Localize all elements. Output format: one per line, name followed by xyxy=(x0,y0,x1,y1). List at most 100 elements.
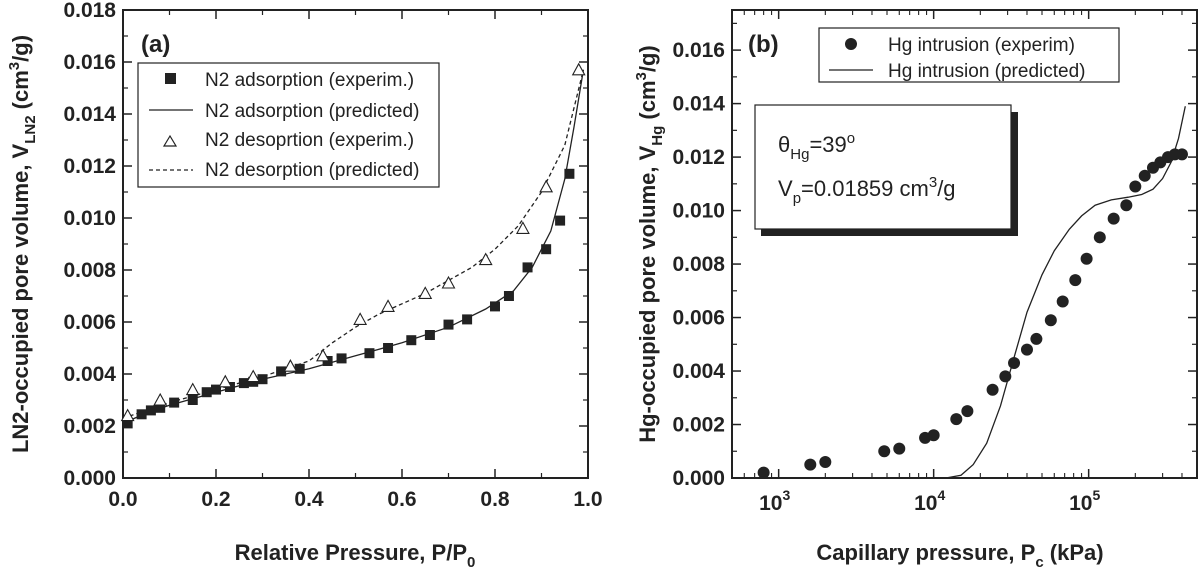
y-tick-label: 0.012 xyxy=(63,155,116,178)
annotation-contact-angle: θHg=39o xyxy=(778,130,855,163)
y-tick-label: 0.006 xyxy=(63,311,116,334)
legend-n2-adsorption-pred: N2 adsorption (predicted) xyxy=(205,101,419,122)
point-desorption-experimental xyxy=(246,369,261,383)
point-adsorption-experimental xyxy=(424,330,435,340)
panel-b-y-ticks: 0.000 0.002 0.004 0.006 0.008 0.010 0.012 0.014… xyxy=(672,22,1197,490)
vp-sub: p xyxy=(793,190,801,207)
panel-b-ylabel-unit-sup: 3 xyxy=(633,72,650,80)
point-hg-experimental xyxy=(878,445,891,458)
point-adsorption-experimental xyxy=(564,168,575,179)
theta-degree: o xyxy=(847,130,855,147)
point-hg-experimental xyxy=(804,458,817,471)
point-adsorption-experimental xyxy=(336,353,347,364)
panel-b-xlabel-post: (kPa) xyxy=(1044,540,1104,565)
point-desorption-experimental xyxy=(441,275,456,289)
x-tick-label: 0.4 xyxy=(294,488,324,511)
point-adsorption-experimental xyxy=(294,363,305,374)
point-hg-experimental xyxy=(1138,169,1151,182)
x-tick-label: 104 xyxy=(914,487,945,515)
legend-n2-adsorption-exp: N2 adsorption (experim.) xyxy=(205,70,414,91)
point-desorption-experimental xyxy=(316,348,330,362)
panel-a-ylabel-unit-sup: 3 xyxy=(6,62,23,70)
x-tick-base: 10 xyxy=(759,492,782,515)
legend-filled-circle-icon xyxy=(845,38,857,50)
y-tick-label: 0.000 xyxy=(63,467,116,490)
panel-a-x-ticks: 0.0 0.2 0.4 0.6 0.8 1.0 xyxy=(108,10,603,511)
vp-value: =0.01859 cm xyxy=(801,176,929,201)
point-adsorption-experimental xyxy=(541,244,552,255)
point-hg-experimental xyxy=(1044,314,1057,327)
panel-a-ylabel-unit-pre: (cm xyxy=(8,70,33,115)
point-adsorption-experimental xyxy=(257,374,268,385)
y-tick-label: 0.012 xyxy=(672,146,725,169)
x-tick-base: 10 xyxy=(914,492,937,515)
point-adsorption-experimental xyxy=(462,314,473,325)
y-tick-label: 0.002 xyxy=(672,414,725,437)
panel-b-xlabel-sub: c xyxy=(1035,554,1043,571)
theta-value: =39 xyxy=(809,132,846,157)
panel-a-y-ticks: 0.000 0.002 0.004 0.006 0.008 0.010 0.012 0.014… xyxy=(63,0,588,490)
point-desorption-experimental xyxy=(353,312,368,325)
x-tick-label: 1.0 xyxy=(573,488,602,511)
point-adsorption-experimental xyxy=(383,343,394,353)
point-hg-experimental xyxy=(1030,332,1043,345)
point-adsorption-experimental xyxy=(364,348,375,359)
x-tick-label: 0.6 xyxy=(387,488,416,511)
x-tick-exponent: 5 xyxy=(1092,487,1100,503)
point-adsorption-experimental xyxy=(145,405,156,416)
theta-symbol: θ xyxy=(778,132,790,157)
legend-hg-intrusion-pred: Hg intrusion (predicted) xyxy=(888,61,1085,82)
point-hg-experimental xyxy=(961,405,974,418)
y-tick-label: 0.000 xyxy=(672,467,725,490)
point-hg-experimental xyxy=(1107,212,1120,225)
point-desorption-experimental xyxy=(478,252,493,266)
y-tick-label: 0.010 xyxy=(672,200,725,223)
legend-n2-desorption-pred: N2 desorption (predicted) xyxy=(205,160,419,181)
panel-b-x-ticks: 103 104 105 xyxy=(731,10,1198,515)
x-tick-label: 0.2 xyxy=(201,488,230,511)
vp-unit: /g xyxy=(937,176,955,201)
panel-b-chart: 0.000 0.002 0.004 0.006 0.008 0.010 0.012 0.014… xyxy=(633,9,1198,571)
panel-b-annotation: θHg=39o Vp=0.01859 cm3/g xyxy=(754,104,1018,236)
y-tick-label: 0.008 xyxy=(672,253,725,276)
y-tick-label: 0.006 xyxy=(672,307,725,330)
panel-b-label: (b) xyxy=(748,31,779,58)
point-hg-experimental xyxy=(1008,357,1021,370)
panel-a-markers xyxy=(120,62,586,429)
panel-b-x-axis-label: Capillary pressure, Pc (kPa) xyxy=(816,540,1103,571)
panel-b-legend-box xyxy=(818,27,1120,83)
y-tick-label: 0.014 xyxy=(63,103,116,126)
point-hg-experimental xyxy=(1056,295,1069,308)
point-desorption-experimental xyxy=(418,286,433,299)
x-tick-label: 0.8 xyxy=(480,488,510,511)
point-hg-experimental xyxy=(986,383,999,396)
panel-b-markers xyxy=(757,148,1188,479)
point-adsorption-experimental xyxy=(201,387,212,398)
point-adsorption-experimental xyxy=(503,291,514,301)
point-desorption-experimental xyxy=(381,299,395,312)
point-adsorption-experimental xyxy=(276,366,287,377)
series-line-hg-predicted xyxy=(945,106,1186,479)
point-hg-experimental xyxy=(1120,199,1133,212)
panel-b-xlabel-main: Capillary pressure, P xyxy=(816,540,1035,565)
theta-sub: Hg xyxy=(790,146,809,163)
point-desorption-experimental xyxy=(218,374,233,388)
point-adsorption-experimental xyxy=(211,384,221,395)
panel-b-ylabel-unit-pre: (cm xyxy=(635,80,660,125)
x-tick-exponent: 4 xyxy=(937,487,945,503)
y-tick-label: 0.002 xyxy=(63,415,116,438)
point-adsorption-experimental xyxy=(155,402,166,413)
point-hg-experimental xyxy=(819,455,832,468)
y-tick-label: 0.008 xyxy=(63,259,116,282)
point-desorption-experimental xyxy=(120,408,135,422)
panel-b-y-axis-label: Hg-occupied pore volume, VHg (cm3/g) xyxy=(633,45,666,443)
panel-b-ylabel-unit-post: /g) xyxy=(635,45,660,72)
y-tick-label: 0.016 xyxy=(63,51,116,74)
point-hg-experimental xyxy=(950,413,963,426)
point-hg-experimental xyxy=(927,429,940,442)
point-adsorption-experimental xyxy=(406,335,417,346)
point-desorption-experimental xyxy=(539,179,554,193)
y-tick-label: 0.018 xyxy=(63,0,116,22)
panel-a-xlabel-main: Relative Pressure, P/P xyxy=(235,540,467,565)
